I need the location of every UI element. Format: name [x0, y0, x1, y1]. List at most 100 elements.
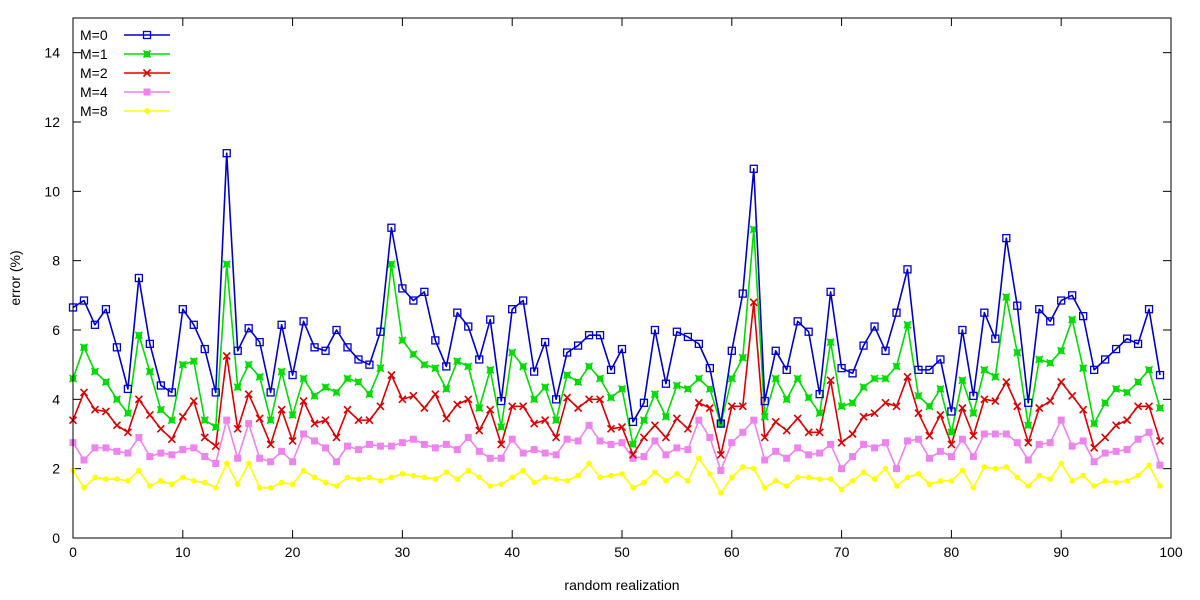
data-point — [980, 395, 989, 404]
data-point — [574, 437, 582, 445]
data-point — [421, 474, 428, 481]
data-point — [519, 449, 527, 457]
data-point — [486, 315, 495, 324]
series-m-1 — [68, 225, 1165, 449]
data-point — [563, 371, 572, 380]
data-point — [453, 357, 462, 366]
data-point — [146, 453, 154, 461]
series-line — [72, 457, 1161, 494]
data-point — [156, 424, 165, 433]
data-point — [376, 364, 385, 373]
data-point — [650, 421, 660, 430]
data-point — [716, 450, 725, 459]
y-tick-label: 10 — [44, 183, 60, 199]
data-point — [793, 414, 802, 423]
data-point — [530, 367, 539, 376]
data-point — [739, 428, 747, 436]
data-point — [222, 351, 231, 361]
data-point — [815, 409, 824, 418]
data-point — [1091, 483, 1097, 489]
data-point — [1002, 233, 1011, 243]
data-point — [277, 367, 286, 376]
data-point — [454, 476, 461, 482]
data-point — [289, 481, 296, 488]
data-point — [705, 384, 714, 393]
data-point — [837, 402, 846, 411]
data-point — [1101, 433, 1110, 442]
x-tick-label: 0 — [69, 544, 77, 560]
data-point — [586, 460, 592, 467]
data-point — [169, 481, 175, 488]
data-point — [442, 440, 450, 448]
data-point — [914, 365, 923, 375]
data-point — [871, 444, 879, 452]
data-point — [760, 433, 769, 442]
data-point — [211, 388, 220, 397]
data-point — [299, 374, 308, 383]
data-point — [1133, 339, 1143, 349]
data-point — [970, 484, 977, 491]
data-point — [387, 442, 395, 450]
data-point — [167, 435, 176, 444]
data-point — [244, 390, 253, 399]
series-m-8 — [70, 455, 1163, 496]
data-point — [464, 395, 473, 404]
data-point — [211, 423, 220, 432]
data-point — [143, 88, 151, 96]
data-point — [628, 440, 638, 449]
x-axis-label: random realization — [564, 577, 679, 593]
data-point — [497, 423, 506, 432]
data-point — [541, 449, 549, 457]
data-point — [859, 383, 868, 392]
data-point — [464, 362, 473, 371]
data-point — [1112, 384, 1121, 393]
data-point — [1024, 456, 1032, 464]
legend-item: M=2 — [80, 65, 170, 81]
legend-item: M=4 — [80, 84, 170, 100]
data-point — [332, 388, 341, 397]
data-point — [332, 433, 341, 442]
data-point — [190, 444, 198, 452]
data-point — [420, 360, 429, 369]
data-point — [486, 365, 495, 374]
data-point — [695, 416, 703, 424]
data-point — [465, 467, 472, 474]
data-point — [551, 395, 561, 404]
data-point — [321, 346, 330, 355]
data-point — [1025, 483, 1032, 489]
data-point — [508, 305, 517, 314]
data-point — [91, 444, 99, 452]
data-point — [1058, 460, 1064, 467]
data-point — [640, 453, 648, 461]
data-point — [212, 459, 220, 467]
data-point — [476, 474, 483, 481]
data-point — [509, 474, 515, 481]
data-point — [936, 447, 944, 455]
data-point — [991, 430, 999, 438]
data-point — [1068, 391, 1077, 400]
data-point — [299, 397, 308, 406]
data-point — [376, 442, 384, 450]
data-point — [685, 478, 691, 484]
data-point — [1046, 397, 1055, 406]
series-m-2 — [68, 298, 1165, 459]
data-point — [366, 474, 373, 481]
data-point — [848, 369, 857, 378]
data-point — [134, 395, 143, 404]
data-point — [223, 416, 231, 424]
data-point — [738, 289, 747, 298]
data-point — [1123, 416, 1132, 425]
data-point — [893, 483, 900, 489]
data-point — [442, 362, 451, 371]
data-point — [168, 451, 176, 459]
data-point — [684, 446, 692, 454]
data-point — [749, 298, 758, 307]
data-point — [705, 403, 714, 413]
data-point — [738, 353, 747, 362]
data-point — [299, 317, 308, 326]
data-point — [706, 433, 714, 441]
data-point — [277, 320, 286, 329]
data-point — [101, 305, 111, 314]
data-point — [772, 478, 779, 484]
data-point — [255, 337, 264, 347]
